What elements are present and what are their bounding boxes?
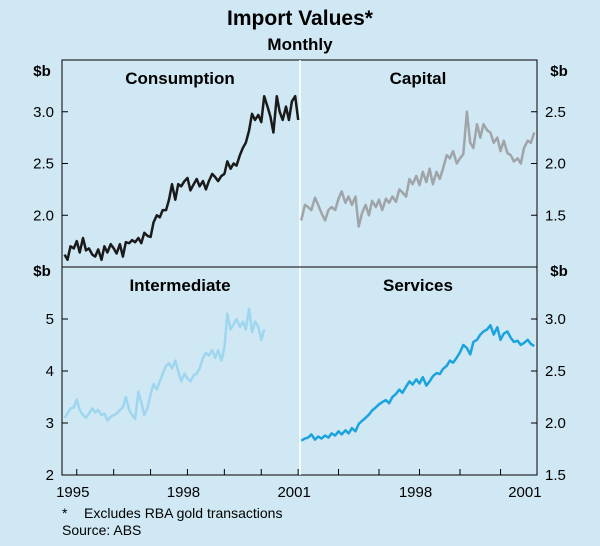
footnotes: * Excludes RBA gold transactions Source: … — [62, 505, 282, 539]
y-ticks-consumption: 2.0 2.5 3.0 — [33, 104, 68, 224]
y-tick-label: 4 — [46, 363, 54, 380]
panel-label-intermediate: Intermediate — [129, 276, 230, 295]
plot-frame — [61, 59, 538, 476]
y-tick-label: 3.0 — [33, 104, 54, 121]
y-tick-label: 2.0 — [33, 207, 54, 224]
y-tick-label: 2.5 — [545, 104, 566, 121]
y-tick-label: 2.5 — [545, 363, 566, 380]
y-ticks-intermediate: 2 3 4 5 — [46, 311, 68, 484]
y-tick-label: 5 — [46, 311, 54, 328]
chart-title: Import Values* — [227, 7, 374, 30]
right-unit-top: $b — [550, 63, 568, 80]
y-tick-label: 2.0 — [545, 415, 566, 432]
footnote-source: Source: ABS — [62, 522, 142, 538]
footnote-text: Excludes RBA gold transactions — [84, 505, 283, 521]
y-tick-label: 3 — [46, 415, 54, 432]
y-tick-label: 2.0 — [545, 156, 566, 173]
y-ticks-capital: 1.5 2.0 2.5 — [531, 104, 566, 224]
left-unit-bottom: $b — [33, 263, 51, 280]
panel-label-capital: Capital — [390, 69, 447, 88]
left-unit-top: $b — [33, 63, 51, 80]
series-line-capital — [299, 110, 536, 228]
x-tick-label: 2001 — [508, 484, 541, 501]
y-tick-label: 2.5 — [33, 156, 54, 173]
x-tick-label: 1995 — [56, 484, 89, 501]
x-tick-label: 1998 — [167, 484, 200, 501]
panel-label-consumption: Consumption — [125, 69, 235, 88]
series-line-services — [300, 323, 535, 442]
panel-label-services: Services — [383, 276, 453, 295]
right-unit-bottom: $b — [550, 263, 568, 280]
series-line-intermediate — [63, 307, 266, 422]
y-tick-label: 1.5 — [545, 467, 566, 484]
x-ticks: 1995 1998 2001 1998 2001 — [56, 469, 542, 501]
series-line-consumption — [63, 94, 300, 262]
chart-subtitle: Monthly — [267, 35, 333, 54]
footnote-excludes: * Excludes RBA gold transactions — [62, 505, 282, 522]
x-tick-label: 1998 — [399, 484, 432, 501]
footnote-star: * — [62, 505, 68, 521]
x-tick-label: 2001 — [277, 484, 310, 501]
y-tick-label: 3.0 — [545, 311, 566, 328]
y-ticks-services: 1.5 2.0 2.5 3.0 — [531, 311, 566, 484]
y-tick-label: 1.5 — [545, 207, 566, 224]
y-tick-label: 2 — [46, 467, 54, 484]
